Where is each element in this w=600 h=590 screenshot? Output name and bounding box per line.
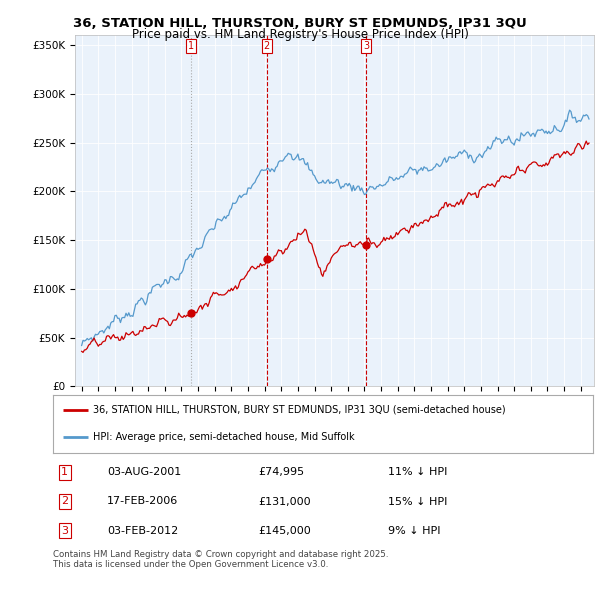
Text: 1: 1 — [61, 467, 68, 477]
Text: 11% ↓ HPI: 11% ↓ HPI — [388, 467, 447, 477]
Text: 2: 2 — [263, 41, 270, 51]
Text: HPI: Average price, semi-detached house, Mid Suffolk: HPI: Average price, semi-detached house,… — [94, 432, 355, 442]
Text: £145,000: £145,000 — [258, 526, 311, 536]
Text: 36, STATION HILL, THURSTON, BURY ST EDMUNDS, IP31 3QU (semi-detached house): 36, STATION HILL, THURSTON, BURY ST EDMU… — [94, 405, 506, 415]
Text: 36, STATION HILL, THURSTON, BURY ST EDMUNDS, IP31 3QU: 36, STATION HILL, THURSTON, BURY ST EDMU… — [73, 17, 527, 30]
Text: 9% ↓ HPI: 9% ↓ HPI — [388, 526, 440, 536]
Text: 03-AUG-2001: 03-AUG-2001 — [107, 467, 181, 477]
Text: £131,000: £131,000 — [258, 497, 311, 506]
Text: 17-FEB-2006: 17-FEB-2006 — [107, 497, 178, 506]
Text: 2: 2 — [61, 497, 68, 506]
Text: 3: 3 — [61, 526, 68, 536]
Text: £74,995: £74,995 — [258, 467, 304, 477]
Text: 03-FEB-2012: 03-FEB-2012 — [107, 526, 178, 536]
Text: Price paid vs. HM Land Registry's House Price Index (HPI): Price paid vs. HM Land Registry's House … — [131, 28, 469, 41]
Text: 3: 3 — [363, 41, 369, 51]
Text: 15% ↓ HPI: 15% ↓ HPI — [388, 497, 447, 506]
Text: Contains HM Land Registry data © Crown copyright and database right 2025.
This d: Contains HM Land Registry data © Crown c… — [53, 550, 388, 569]
Text: 1: 1 — [188, 41, 194, 51]
